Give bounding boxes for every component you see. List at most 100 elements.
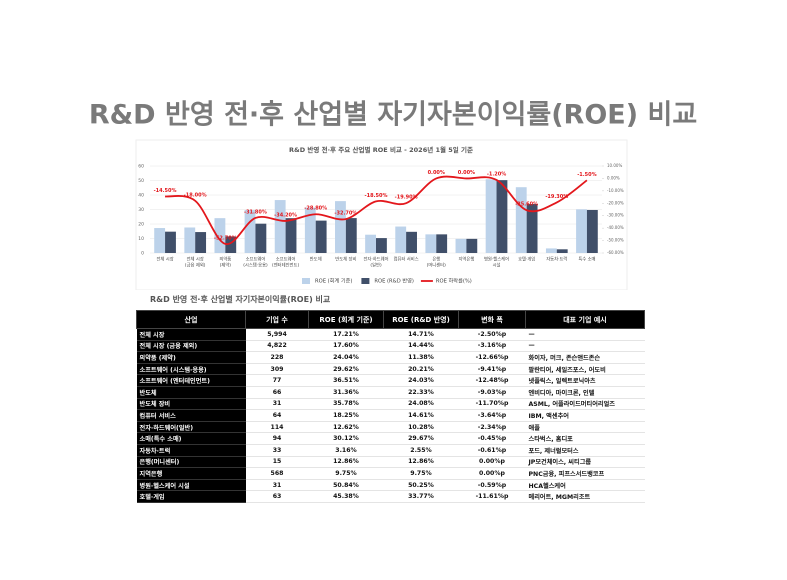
table-cell: 0.00%p — [458, 456, 526, 469]
y-tick-label: 20 — [138, 222, 144, 228]
bar — [395, 226, 407, 253]
table-cell: 반도체 — [136, 386, 246, 399]
header-row: 산업 기업 수 ROE (회계 기준) ROE (R&D 반영) 변화 폭 대표 기업 예… — [136, 310, 645, 329]
table-cell: 228 — [245, 351, 309, 364]
bar — [365, 234, 376, 253]
table-cell: -2.34%p — [458, 421, 526, 434]
table-cell: 병원·헬스케어 시설 — [136, 479, 246, 492]
data-label: -52.70% — [214, 235, 237, 241]
table-cell: 11.38% — [383, 351, 459, 364]
chart: R&D 반영 전·후 산업별 자기자본이익률(ROE) 비교 R&D 반영 전·… — [89, 100, 697, 290]
legend-label: ROE (R&D 반영) — [374, 277, 414, 285]
x-tick-label: (엔터테인먼트) — [272, 262, 299, 269]
table-cell: — — [525, 340, 645, 353]
table-cell: HCA헬스케어 — [525, 479, 645, 492]
table-cell: 33.77% — [383, 490, 459, 503]
bar — [545, 248, 557, 253]
table-cell: 17.60% — [308, 340, 384, 353]
data-label: -18.00% — [184, 192, 207, 198]
page-title: R&D 반영 전·후 산업별 자기자본이익률(ROE) 비교 — [89, 100, 697, 131]
table-row: 호텔·게임 63 45.38% 33.77% -11.61%p 메리어트, MGM리조트 — [136, 490, 645, 503]
table-row: 은행(머니센터) 15 12.86% 12.86% 0.00%p JP모건체이스, 씨티그… — [136, 456, 645, 469]
table-cell: 2.55% — [383, 444, 459, 457]
table-row: 전체 시장 5,994 17.21% 14.71% -2.50%p — — [136, 328, 645, 341]
table-cell: 36.51% — [308, 374, 384, 387]
bar — [586, 209, 598, 253]
bar — [195, 232, 207, 253]
table-cell: 29.62% — [308, 363, 384, 376]
bar — [406, 231, 417, 253]
x-tick-label: 호텔·게임 — [518, 256, 535, 263]
data-label: -18.50% — [365, 193, 388, 199]
table-cell: 309 — [245, 363, 309, 376]
bar — [455, 238, 467, 253]
table-cell: 반도체 장비 — [136, 398, 246, 411]
column-header: 대표 기업 예시 — [525, 310, 645, 329]
table-cell: — — [525, 328, 645, 341]
table-cell: -12.66%p — [458, 351, 526, 364]
table-cell: 77 — [245, 374, 309, 387]
table-cell: -0.59%p — [458, 479, 526, 492]
table-cell: 20.21% — [383, 363, 459, 376]
bar — [214, 218, 226, 253]
table-cell: 9.75% — [308, 467, 384, 480]
table-cell: 31.36% — [308, 386, 384, 399]
table-cell: 스타벅스, 홈디포 — [525, 432, 645, 445]
y2-tick-label: -30.00% — [607, 213, 624, 218]
data-label: -32.70% — [334, 211, 357, 217]
table-row: 병원·헬스케어 시설 31 50.84% 50.25% -0.59%p HCA헬스케어 — [136, 479, 645, 492]
data-label: -31.80% — [244, 209, 267, 215]
table-cell: 14.71% — [383, 328, 459, 341]
table-cell: 31 — [245, 479, 309, 492]
table-row: 소프트웨어 (엔터테인먼트) 77 36.51% 24.03% -12.48%p 넷플릭스… — [136, 374, 645, 387]
x-tick-label: 특수 소매 — [578, 256, 595, 263]
data-table: 산업 기업 수 ROE (회계 기준) ROE (R&D 반영) 변화 폭 대표 기업 예… — [136, 310, 645, 503]
table-cell: -2.50%p — [458, 328, 526, 341]
column-header: ROE (R&D 반영) — [383, 310, 459, 329]
bar — [576, 209, 587, 253]
table-cell: 29.67% — [383, 432, 459, 445]
y-tick-label: 40 — [138, 193, 144, 199]
table-cell: 팔란티어, 세일즈포스, 어도비 — [525, 363, 645, 376]
table-cell: 14.61% — [383, 409, 459, 422]
bar — [345, 218, 357, 253]
column-header: ROE (회계 기준) — [308, 310, 384, 329]
y2-tick-label: -50.00% — [607, 238, 624, 243]
x-tick-label: (금융 제외) — [185, 262, 206, 269]
table-cell: 12.86% — [308, 456, 384, 469]
table-cell: 화이자, 머크, 존슨앤드존슨 — [525, 351, 645, 364]
table-cell: 50.25% — [383, 479, 459, 492]
table-row: 전체 시장 (금융 제외) 4,822 17.60% 14.44% -3.16%p — — [136, 340, 645, 353]
y2-tick-label: 10.00% — [607, 163, 622, 168]
legend-label: ROE 하락률(%) — [436, 277, 472, 285]
x-tick-label: 소프트웨어 — [246, 256, 266, 263]
y-tick-label: 10 — [138, 236, 144, 242]
table-cell: 24.08% — [383, 398, 459, 411]
y2-tick-label: -10.00% — [607, 188, 624, 193]
x-tick-label: 전자·하드웨어 — [363, 256, 388, 263]
data-label: 0.00% — [458, 170, 475, 176]
column-header: 변화 폭 — [458, 310, 526, 329]
table-cell: 지역은행 — [136, 467, 246, 480]
table-cell: 15 — [245, 456, 309, 469]
table-cell: 30.12% — [308, 432, 384, 445]
table-cell: ASML, 어플라이드머티어리얼즈 — [525, 398, 645, 411]
table-cell: 33 — [245, 444, 309, 457]
data-label: -1.50% — [577, 172, 596, 178]
table-row: 의약품 (제약) 228 24.04% 11.38% -12.66%p 화이자, 머크, … — [136, 351, 645, 364]
table-cell: 포드, 제너럴모터스 — [525, 444, 645, 457]
table-cell: 63 — [245, 490, 309, 503]
data-label: -34.20% — [274, 212, 297, 218]
table-cell: 10.28% — [383, 421, 459, 434]
table-cell: 엔비디아, 마이크론, 인텔 — [525, 386, 645, 399]
table-cell: -9.41%p — [458, 363, 526, 376]
table-cell: 17.21% — [308, 328, 384, 341]
bar — [165, 231, 176, 253]
table-cell: 컴퓨터 서비스 — [136, 409, 246, 422]
data-label: -1.20% — [487, 171, 506, 177]
table-cell: -3.64%p — [458, 409, 526, 422]
x-tick-label: 시설 — [493, 262, 501, 269]
table-cell: 64 — [245, 409, 309, 422]
table-cell: 35.78% — [308, 398, 384, 411]
x-tick-label: 자동차·트럭 — [546, 256, 567, 263]
